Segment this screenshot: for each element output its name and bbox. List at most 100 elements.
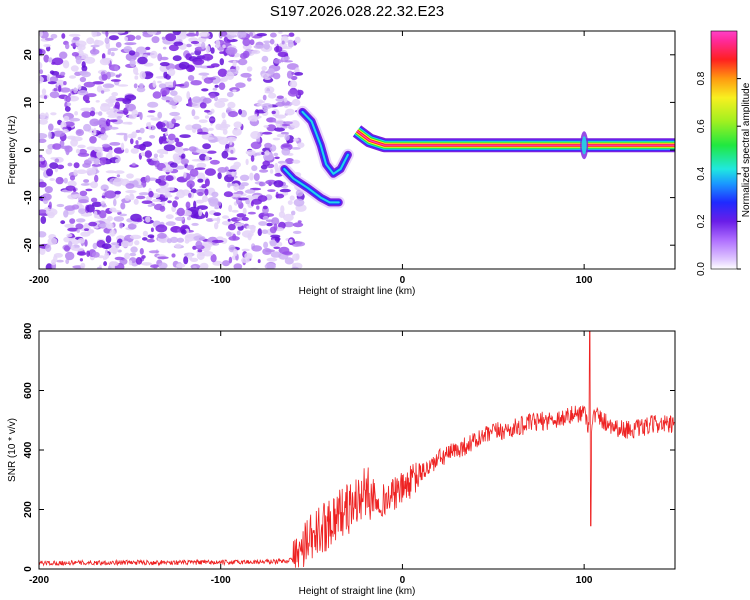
noise-speckle	[174, 243, 182, 248]
noise-speckle	[141, 255, 146, 259]
noise-speckle	[265, 219, 274, 222]
noise-speckle	[112, 178, 123, 187]
noise-speckle	[287, 89, 299, 97]
noise-speckle	[278, 211, 285, 219]
noise-speckle	[217, 68, 228, 78]
noise-speckle	[150, 50, 158, 59]
noise-speckle	[71, 52, 79, 57]
noise-speckle	[63, 177, 68, 184]
noise-speckle	[115, 132, 128, 136]
noise-speckle	[104, 37, 110, 44]
noise-speckle	[191, 109, 196, 117]
x-tick-label: 0	[400, 275, 406, 286]
noise-speckle	[219, 51, 224, 54]
noise-speckle	[64, 106, 71, 112]
noise-speckle	[97, 134, 109, 139]
noise-speckle	[261, 74, 269, 78]
noise-speckle	[126, 173, 134, 179]
noise-speckle	[245, 199, 250, 205]
noise-speckle	[250, 200, 254, 207]
noise-speckle	[291, 98, 301, 107]
noise-speckle	[39, 231, 47, 238]
noise-speckle	[281, 40, 285, 45]
noise-speckle	[205, 211, 209, 219]
noise-speckle	[146, 31, 158, 35]
noise-speckle	[278, 31, 283, 34]
noise-speckle	[152, 157, 159, 161]
noise-speckle	[44, 186, 53, 194]
noise-speckle	[85, 188, 93, 192]
noise-speckle	[186, 216, 192, 221]
noise-speckle	[175, 84, 185, 87]
noise-speckle	[104, 190, 117, 199]
noise-speckle	[67, 180, 77, 188]
noise-speckle	[39, 112, 46, 120]
noise-speckle	[238, 109, 243, 115]
noise-speckle	[120, 142, 125, 151]
noise-speckle	[39, 31, 43, 37]
noise-speckle	[39, 138, 47, 143]
noise-speckle	[79, 70, 89, 75]
noise-speckle	[65, 251, 75, 261]
noise-speckle	[274, 114, 287, 119]
x-tick-label: -100	[211, 275, 231, 286]
noise-speckle	[150, 117, 161, 121]
colorbar-tick-label: 0.8	[696, 71, 707, 85]
noise-speckle	[103, 261, 107, 267]
noise-speckle	[199, 102, 207, 109]
noise-speckle	[58, 84, 62, 93]
noise-speckle	[39, 61, 43, 70]
noise-speckle	[261, 55, 269, 63]
noise-speckle	[135, 217, 143, 223]
noise-speckle	[89, 110, 96, 117]
noise-speckle	[215, 39, 221, 49]
noise-speckle	[233, 121, 242, 128]
noise-speckle	[150, 227, 154, 233]
noise-speckle	[235, 82, 246, 88]
noise-speckle	[120, 202, 126, 210]
noise-speckle	[114, 256, 125, 261]
noise-speckle	[270, 251, 282, 258]
noise-speckle	[212, 260, 223, 266]
noise-speckle	[148, 190, 154, 198]
noise-speckle	[273, 58, 282, 64]
noise-speckle	[226, 136, 237, 142]
noise-speckle	[147, 204, 153, 208]
noise-speckle	[100, 126, 106, 134]
noise-speckle	[270, 32, 277, 38]
noise-speckle	[217, 98, 229, 103]
noise-speckle	[172, 80, 177, 89]
noise-speckle	[69, 75, 76, 79]
noise-speckle	[204, 155, 210, 162]
noise-speckle	[232, 128, 242, 136]
noise-speckle	[39, 48, 43, 56]
noise-speckle	[130, 148, 139, 154]
noise-speckle	[206, 137, 215, 140]
noise-speckle	[187, 253, 193, 260]
noise-speckle	[211, 239, 224, 243]
colorbar-tick-label: 0.6	[696, 119, 707, 133]
y-tick-label: -10	[23, 190, 34, 205]
noise-speckle	[141, 262, 152, 266]
noise-speckle	[175, 141, 184, 147]
noise-speckle	[105, 98, 116, 104]
noise-speckle	[245, 158, 249, 166]
y-tick-label: -20	[23, 238, 34, 253]
noise-speckle	[259, 169, 269, 173]
noise-speckle	[291, 266, 300, 269]
noise-speckle	[276, 95, 284, 99]
noise-speckle	[139, 248, 144, 255]
noise-speckle	[187, 100, 193, 107]
noise-speckle	[216, 236, 224, 240]
noise-speckle	[67, 194, 77, 200]
noise-speckle	[135, 140, 139, 145]
noise-speckle	[273, 246, 281, 250]
noise-speckle	[221, 150, 229, 159]
noise-speckle	[204, 168, 216, 176]
noise-speckle	[84, 239, 88, 247]
y-tick-label: 0	[23, 566, 34, 572]
noise-speckle	[228, 183, 236, 187]
noise-speckle	[249, 39, 255, 46]
noise-speckle	[165, 175, 174, 182]
noise-speckle	[50, 33, 58, 39]
